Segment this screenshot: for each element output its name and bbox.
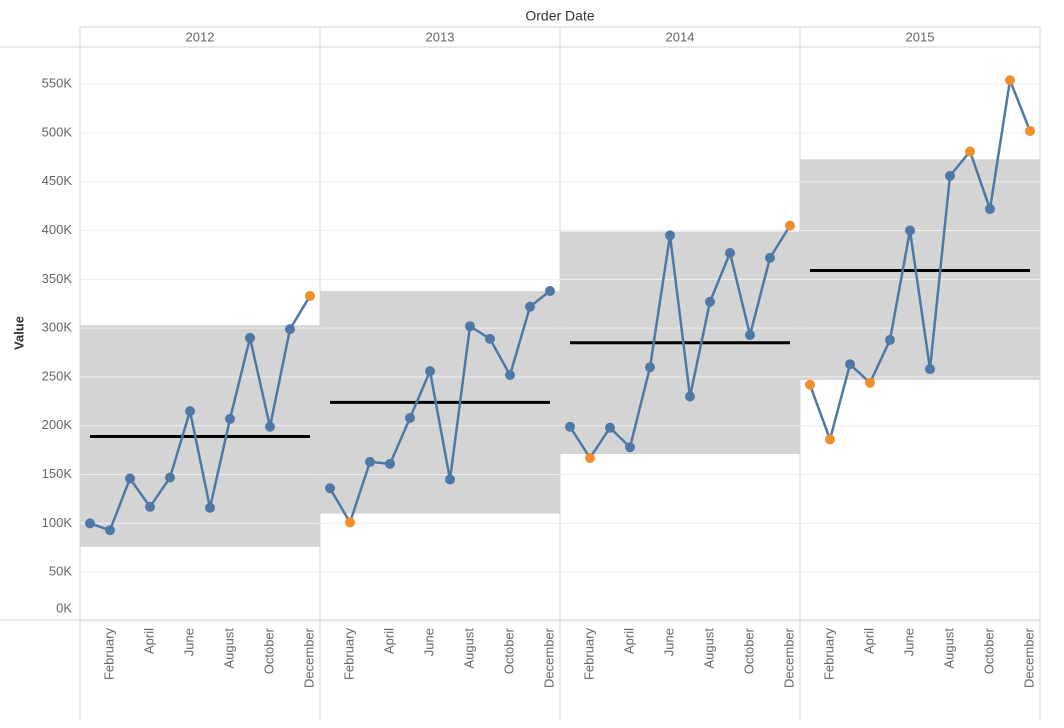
x-tick-label: February	[581, 628, 596, 681]
data-point	[765, 252, 775, 263]
panel-title: 2014	[666, 29, 695, 44]
panel-title: 2013	[426, 29, 455, 44]
data-point	[525, 301, 535, 312]
data-point	[585, 452, 595, 463]
data-point	[445, 474, 455, 485]
x-tick-label: December	[301, 627, 316, 688]
data-point	[865, 377, 875, 388]
y-tick-label: 50K	[49, 564, 72, 579]
data-point	[385, 458, 395, 469]
data-point	[505, 370, 515, 380]
x-tick-label: August	[461, 628, 476, 669]
data-point	[685, 391, 695, 402]
data-point	[325, 483, 335, 494]
data-point	[665, 230, 675, 241]
y-tick-label: 300K	[42, 320, 73, 335]
series-line	[328, 290, 551, 524]
data-point	[845, 359, 855, 370]
data-point	[1005, 75, 1015, 86]
x-tick-label: October	[261, 627, 276, 674]
y-tick-label: 0K	[56, 600, 72, 615]
data-point	[885, 334, 895, 345]
x-tick-label: April	[381, 628, 396, 654]
data-point	[425, 366, 435, 377]
x-tick-label: October	[741, 627, 756, 674]
y-tick-label: 350K	[42, 271, 73, 286]
y-tick-label: 250K	[42, 368, 73, 383]
data-point	[645, 362, 655, 373]
series-line	[808, 78, 1032, 441]
x-tick-label: February	[341, 628, 356, 681]
data-point	[285, 324, 295, 335]
series-line	[568, 224, 792, 460]
data-point	[485, 333, 495, 344]
x-tick-label: June	[421, 628, 436, 656]
data-point	[825, 434, 835, 445]
x-tick-label: June	[901, 628, 916, 656]
series-line	[89, 295, 312, 532]
x-tick-label: October	[501, 627, 516, 674]
y-tick-label: 450K	[42, 173, 73, 188]
data-point	[905, 225, 915, 236]
y-tick-label: 500K	[42, 124, 73, 139]
x-tick-label: August	[701, 628, 716, 669]
data-point	[985, 204, 995, 215]
data-point	[405, 412, 415, 423]
data-point	[85, 518, 95, 529]
x-tick-label: February	[821, 628, 836, 681]
y-tick-label: 400K	[42, 222, 73, 237]
x-tick-label: August	[221, 628, 236, 669]
x-tick-label: October	[981, 627, 996, 674]
y-tick-label: 150K	[42, 466, 73, 481]
data-point	[565, 421, 575, 432]
data-point	[205, 502, 215, 513]
x-tick-label: April	[861, 628, 876, 654]
data-point	[145, 501, 155, 512]
data-point	[945, 170, 955, 181]
data-point	[265, 421, 275, 432]
data-point	[545, 286, 555, 297]
data-point	[245, 332, 255, 343]
data-point	[605, 422, 615, 433]
x-tick-label: April	[621, 628, 636, 654]
data-point	[1025, 125, 1035, 136]
data-point	[125, 473, 135, 484]
data-point	[305, 290, 315, 301]
data-point	[165, 472, 175, 483]
x-tick-label: August	[941, 628, 956, 669]
y-axis-label: Value	[11, 316, 26, 350]
data-point	[465, 321, 475, 332]
x-tick-label: December	[1021, 627, 1036, 688]
x-tick-label: June	[661, 628, 676, 656]
header-title: Order Date	[525, 8, 594, 24]
data-point	[345, 517, 355, 528]
data-point	[365, 456, 375, 467]
data-point	[105, 525, 115, 536]
data-point	[925, 364, 935, 375]
data-point	[705, 296, 715, 307]
data-point	[725, 247, 735, 258]
data-point	[785, 220, 795, 231]
x-tick-label: February	[101, 628, 116, 681]
data-point	[185, 406, 195, 417]
x-tick-label: December	[541, 627, 556, 688]
x-tick-label: April	[141, 628, 156, 654]
data-point	[625, 442, 635, 453]
x-tick-label: December	[781, 627, 796, 688]
x-tick-label: June	[181, 628, 196, 656]
panel-title: 2015	[906, 29, 935, 44]
data-point	[965, 146, 975, 157]
y-tick-label: 200K	[42, 417, 73, 432]
data-point	[805, 379, 815, 390]
data-point	[225, 413, 235, 424]
panel-title: 2012	[186, 29, 215, 44]
data-point	[745, 329, 755, 340]
y-tick-label: 100K	[42, 515, 73, 530]
y-tick-label: 550K	[42, 76, 73, 91]
